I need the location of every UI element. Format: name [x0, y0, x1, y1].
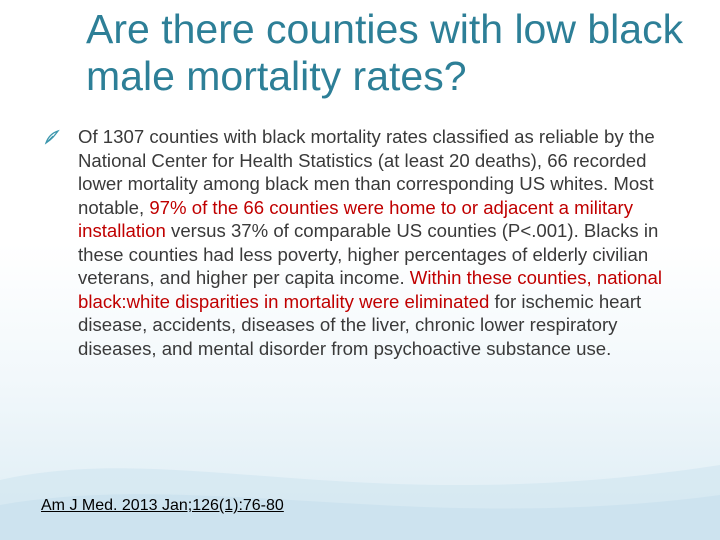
bullet-item: Of 1307 counties with black mortality ra…: [44, 125, 674, 360]
citation-link[interactable]: Am J Med. 2013 Jan;126(1):76-80: [41, 497, 284, 514]
body-paragraph: Of 1307 counties with black mortality ra…: [78, 125, 674, 360]
text-segment: for ischemic heart disease, accidents, d…: [78, 290, 642, 359]
feather-bullet-icon: [44, 129, 64, 149]
slide-title: Are there counties with low black male m…: [86, 6, 684, 99]
background-wave: [0, 465, 720, 540]
highlighted-text-segment: 97% of the 66 counties were home to or a…: [78, 196, 634, 242]
highlighted-text-segment: Within these counties, national black:wh…: [78, 267, 662, 312]
text-segment: Of 1307 counties with black mortality ra…: [78, 126, 655, 218]
text-segment: versus 37% of comparable US counties (P<…: [78, 220, 659, 288]
